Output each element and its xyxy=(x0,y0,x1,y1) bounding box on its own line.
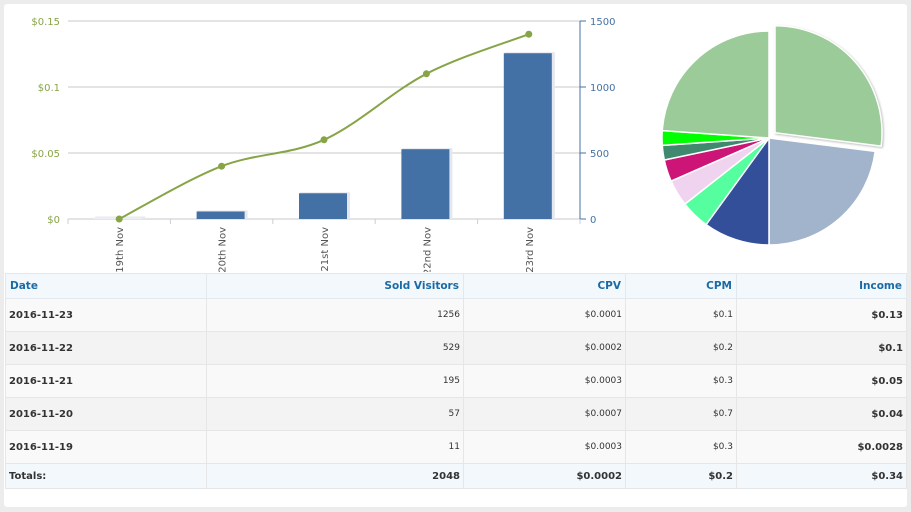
y-left-tick: $0.05 xyxy=(31,149,60,160)
bar xyxy=(503,53,552,219)
totals-row: Totals: 2048 $0.0002 $0.2 $0.34 xyxy=(5,463,907,489)
bar xyxy=(299,193,347,219)
cell-income: $0.05 xyxy=(736,364,907,398)
y-left-tick: $0 xyxy=(47,215,60,226)
cell-date: 2016-11-20 xyxy=(5,397,207,431)
total-cell: $0.0002 xyxy=(463,463,626,489)
total-cell: $0.34 xyxy=(736,463,907,489)
y-right-tick: 500 xyxy=(590,149,609,160)
income-point xyxy=(218,162,226,170)
y-right-tick: 0 xyxy=(590,215,596,226)
cell-cpm: $0.3 xyxy=(625,430,737,464)
cell-sold-visitors: 57 xyxy=(206,397,464,431)
bar xyxy=(401,149,450,219)
income-visitors-chart: $0 0 $0.05 500 $0.1 1000 $0.15 1500 19th Nov 20th… xyxy=(31,17,615,272)
bar xyxy=(196,211,245,219)
y-right-tick: 1500 xyxy=(590,17,615,28)
table-row: 2016-11-23 1256 $0.0001 $0.1 $0.13 xyxy=(5,298,907,332)
y-left-tick: $0.15 xyxy=(31,17,60,28)
cell-cpm: $0.1 xyxy=(625,298,737,332)
x-tick-label: 22nd Nov xyxy=(422,227,433,272)
cell-income: $0.13 xyxy=(736,298,907,332)
col-cpm[interactable]: CPM xyxy=(625,273,737,299)
stats-table: Date Sold Visitors CPV CPM Income 2016-1… xyxy=(5,273,907,489)
y-right-tick: 1000 xyxy=(590,83,615,94)
total-cell: Totals: xyxy=(5,463,207,489)
cell-sold-visitors: 1256 xyxy=(206,298,464,332)
col-sold-visitors[interactable]: Sold Visitors xyxy=(206,273,464,299)
table-row: 2016-11-19 11 $0.0003 $0.3 $0.0028 xyxy=(5,430,907,464)
cell-cpv: $0.0003 xyxy=(463,430,626,464)
table-row: 2016-11-21 195 $0.0003 $0.3 $0.05 xyxy=(5,364,907,398)
cell-cpm: $0.3 xyxy=(625,364,737,398)
cell-sold-visitors: 195 xyxy=(206,364,464,398)
income-point xyxy=(320,136,328,144)
table-row: 2016-11-22 529 $0.0002 $0.2 $0.1 xyxy=(5,331,907,365)
income-line xyxy=(118,33,530,220)
table-row: 2016-11-20 57 $0.0007 $0.7 $0.04 xyxy=(5,397,907,431)
income-point xyxy=(422,70,430,78)
cell-sold-visitors: 529 xyxy=(206,331,464,365)
x-tick-label: 23rd Nov xyxy=(525,227,536,272)
x-tick-label: 20th Nov xyxy=(218,227,229,272)
cell-cpv: $0.0007 xyxy=(463,397,626,431)
cell-cpv: $0.0002 xyxy=(463,331,626,365)
cell-sold-visitors: 11 xyxy=(206,430,464,464)
cell-cpv: $0.0001 xyxy=(463,298,626,332)
col-date[interactable]: Date xyxy=(5,273,207,299)
cell-cpm: $0.2 xyxy=(625,331,737,365)
cell-date: 2016-11-23 xyxy=(5,298,207,332)
cell-income: $0.04 xyxy=(736,397,907,431)
total-cell: $0.2 xyxy=(625,463,737,489)
x-tick-label: 21st Nov xyxy=(320,227,331,272)
cell-income: $0.0028 xyxy=(736,430,907,464)
x-tick-label: 19th Nov xyxy=(115,227,126,272)
cell-date: 2016-11-21 xyxy=(5,364,207,398)
table-header-row: Date Sold Visitors CPV CPM Income xyxy=(5,273,907,299)
cell-cpm: $0.7 xyxy=(625,397,737,431)
col-cpv[interactable]: CPV xyxy=(463,273,626,299)
cell-date: 2016-11-22 xyxy=(5,331,207,365)
y-left-tick: $0.1 xyxy=(38,83,60,94)
income-point xyxy=(525,30,533,38)
total-cell: 2048 xyxy=(206,463,464,489)
col-income[interactable]: Income xyxy=(736,273,907,299)
cell-income: $0.1 xyxy=(736,331,907,365)
cell-date: 2016-11-19 xyxy=(5,430,207,464)
cell-cpv: $0.0003 xyxy=(463,364,626,398)
income-point xyxy=(115,215,123,223)
